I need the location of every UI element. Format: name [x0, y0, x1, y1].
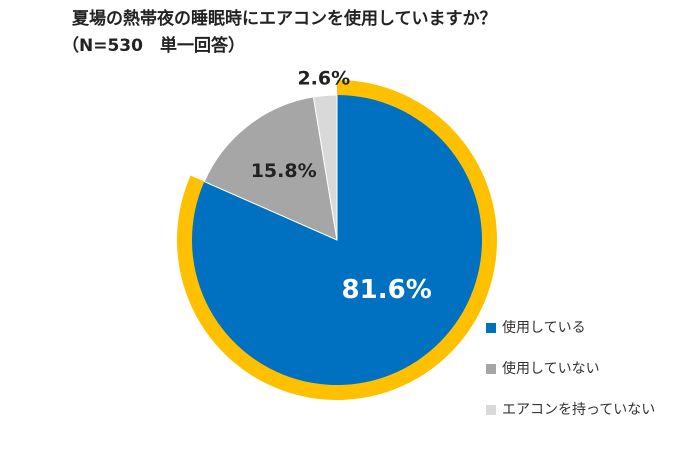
data-label: 81.6%	[342, 275, 432, 305]
chart-title: 夏場の熱帯夜の睡眠時にエアコンを使用していますか？	[72, 8, 497, 29]
legend-swatch	[486, 323, 496, 333]
legend-swatch	[486, 405, 496, 415]
legend-label: 使用していない	[502, 360, 600, 377]
legend-label: エアコンを持っていない	[502, 402, 655, 418]
legend-label: 使用している	[502, 319, 586, 336]
data-label: 2.6%	[297, 67, 350, 89]
pie-slice	[203, 96, 338, 241]
chart-subtitle: （N=530 単一回答）	[62, 35, 245, 56]
pie-slice	[312, 94, 338, 241]
data-label: 15.8%	[251, 160, 317, 182]
legend-swatch	[486, 364, 496, 374]
